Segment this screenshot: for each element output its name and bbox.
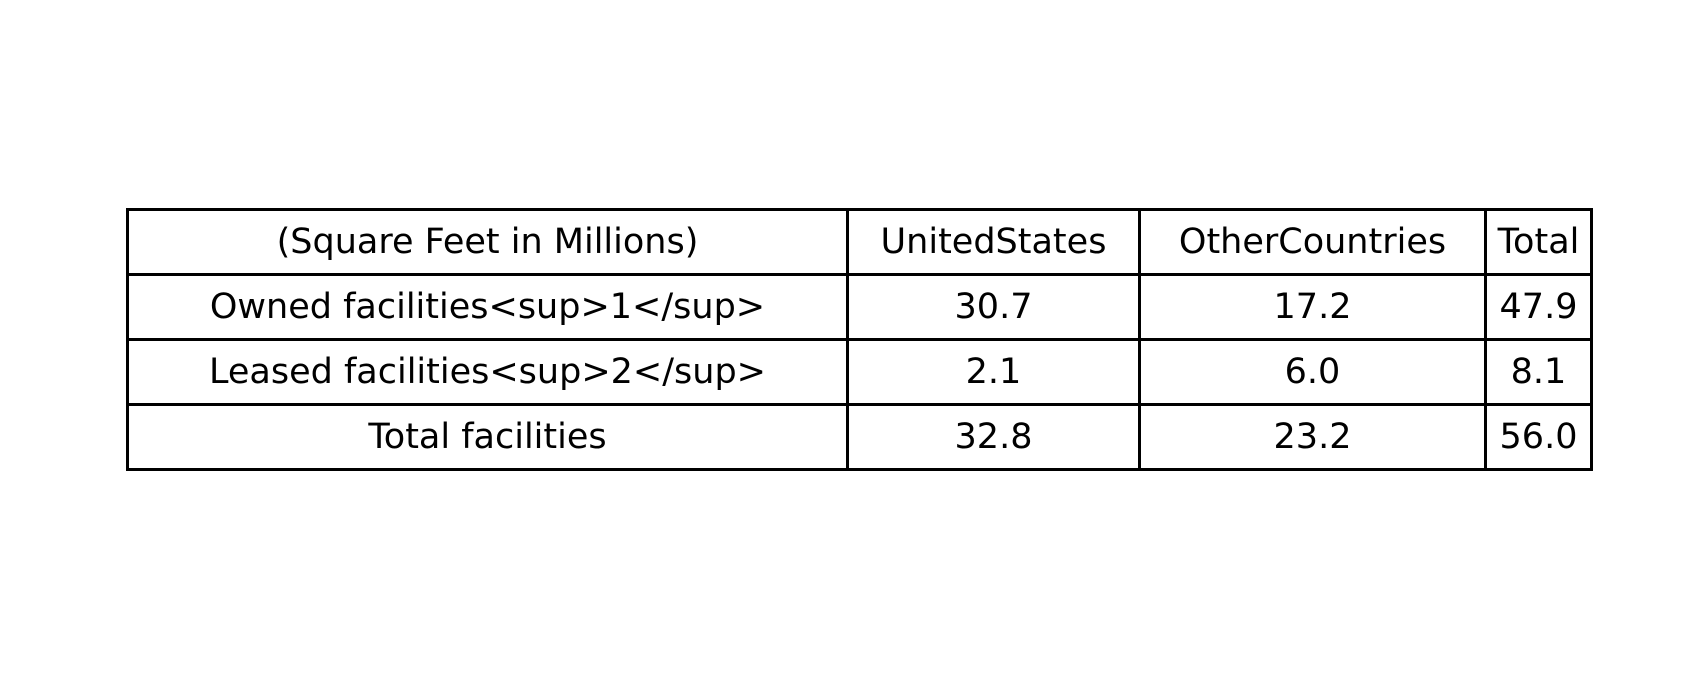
table-cell: 30.7 [846,273,1141,341]
row-label-leased-facilities: Leased facilities<sup>2</sup> [126,338,849,406]
table-cell: 6.0 [1138,338,1487,406]
row-label-owned-facilities: Owned facilities<sup>1</sup> [126,273,849,341]
header-cell-unit: (Square Feet in Millions) [126,208,849,276]
table-cell: 23.2 [1138,403,1487,471]
table-cell: 56.0 [1484,403,1593,471]
table-cell: 17.2 [1138,273,1487,341]
header-cell-total: Total [1484,208,1593,276]
row-label-total-facilities: Total facilities [126,403,849,471]
table-header-row: (Square Feet in Millions) UnitedStates O… [126,208,1593,276]
table-row: Total facilities 32.8 23.2 56.0 [126,403,1593,471]
facilities-table-container: (Square Feet in Millions) UnitedStates O… [126,208,1593,471]
table-row: Leased facilities<sup>2</sup> 2.1 6.0 8.… [126,338,1593,406]
table-cell: 32.8 [846,403,1141,471]
table-cell: 2.1 [846,338,1141,406]
facilities-table: (Square Feet in Millions) UnitedStates O… [126,208,1593,471]
table-cell: 47.9 [1484,273,1593,341]
header-cell-united-states: UnitedStates [846,208,1141,276]
header-cell-other-countries: OtherCountries [1138,208,1487,276]
table-row: Owned facilities<sup>1</sup> 30.7 17.2 4… [126,273,1593,341]
table-cell: 8.1 [1484,338,1593,406]
